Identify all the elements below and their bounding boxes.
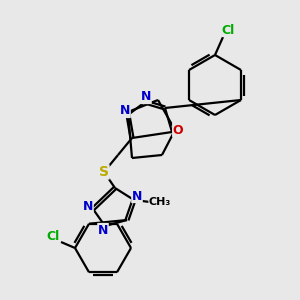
Text: N: N — [132, 190, 142, 202]
Text: N: N — [83, 200, 93, 214]
Text: O: O — [173, 124, 183, 136]
Text: CH₃: CH₃ — [149, 197, 171, 207]
Text: Cl: Cl — [46, 230, 60, 242]
Text: N: N — [98, 224, 108, 236]
Text: Cl: Cl — [221, 23, 235, 37]
Text: N: N — [141, 91, 151, 103]
Text: N: N — [120, 104, 130, 118]
Text: S: S — [99, 165, 109, 179]
